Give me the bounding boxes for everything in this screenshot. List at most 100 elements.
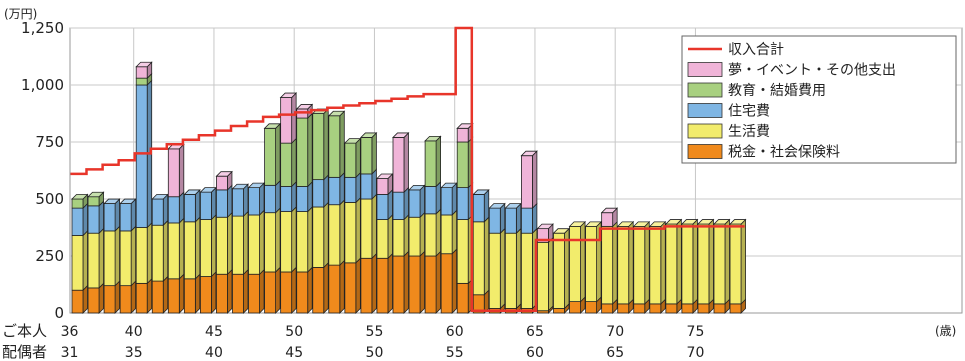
bar-segment-living <box>456 219 469 284</box>
bar-segment-tax <box>408 255 421 314</box>
bar-segment-side-living <box>580 220 586 303</box>
x-tick-label-spouse: 55 <box>446 345 464 361</box>
bar-stack <box>696 218 715 314</box>
bar-segment-tax <box>280 271 293 314</box>
bar-segment-side-tax <box>403 250 409 314</box>
bar-segment-housing <box>248 187 260 216</box>
bar-segment-side-living <box>403 214 409 257</box>
bar-segment-housing <box>199 191 212 220</box>
bar-stack <box>456 122 474 314</box>
bar-segment-side-housing <box>291 180 297 213</box>
row-label-self: ご本人 <box>2 322 47 340</box>
bar-segment-side-living <box>692 218 698 305</box>
bar-segment-side-housing <box>419 184 425 219</box>
bar-segment-tax <box>376 257 389 314</box>
bar-segment-living <box>328 204 341 266</box>
bar-stack <box>215 170 233 314</box>
bar-segment-housing <box>183 194 196 223</box>
x-tick-label-spouse: 70 <box>687 345 705 361</box>
bar-segment-tax <box>151 280 164 314</box>
bar-segment-side-tax <box>275 266 281 314</box>
bar-segment-living <box>376 219 389 259</box>
bar-stack <box>392 131 410 314</box>
bar-segment-living <box>280 211 293 273</box>
bar-segment-living <box>697 223 710 305</box>
row-label-spouse: 配偶者 <box>2 343 47 361</box>
bar-stack <box>504 202 522 314</box>
bar-segment-side-housing <box>82 202 88 237</box>
bar-segment-education <box>312 113 325 181</box>
bar-segment-side-living <box>724 218 730 305</box>
bar-segment-side-education <box>339 110 345 179</box>
bar-segment-side-housing <box>178 191 185 224</box>
legend-label-tax: 税金・社会保険料 <box>728 145 840 161</box>
legend-label-education: 教育・結婚費用 <box>728 83 826 99</box>
bar-segment-side-tax <box>162 275 169 314</box>
bar-segment-dream <box>135 66 148 79</box>
bar-stack <box>472 188 490 314</box>
x-tick-label-self: 40 <box>125 324 143 340</box>
bar-segment-housing <box>232 188 244 217</box>
bar-segment-living <box>537 241 549 312</box>
legend-label-dream: 夢・イベント・その他支出 <box>728 63 896 79</box>
bar-segment-side-tax <box>339 259 345 314</box>
bar-top-living <box>664 219 683 225</box>
bar-segment-side-living <box>162 219 169 283</box>
bar-top-housing <box>472 189 490 195</box>
bar-top-dream <box>536 223 554 230</box>
bar-segment-side-tax <box>146 277 153 314</box>
bar-stack <box>151 193 169 314</box>
legend-swatch-housing <box>687 103 723 118</box>
bar-segment-education <box>360 137 373 175</box>
bar-top-living <box>696 219 715 225</box>
bar-segment-education <box>71 198 84 209</box>
legend-label-living: 生活費 <box>728 124 770 140</box>
x-tick-label-self: 55 <box>366 324 384 340</box>
bar-segment-side-living <box>275 207 281 273</box>
legend-label-income: 収入合計 <box>728 42 784 58</box>
bar-segment-tax <box>617 303 630 314</box>
bar-segment-tax <box>312 266 325 314</box>
bar-segment-tax <box>424 255 437 314</box>
bar-segment-tax <box>569 301 581 314</box>
bar-segment-side-tax <box>419 250 425 314</box>
bar-segment-housing <box>472 194 485 223</box>
bar-segment-side-housing <box>435 180 442 215</box>
bar-segment-living <box>296 211 309 273</box>
x-tick-label-self: 45 <box>205 324 223 340</box>
bar-segment-side-dream <box>178 143 185 198</box>
bar-segment-side-housing <box>307 180 313 213</box>
bar-segment-living <box>264 212 277 273</box>
bar-segment-tax <box>264 271 277 314</box>
bar-segment-tax <box>456 282 469 314</box>
bar-stack <box>488 202 506 314</box>
bar-segment-dream <box>521 155 533 209</box>
bar-top-living <box>616 221 635 227</box>
bar-segment-side-living <box>628 220 634 305</box>
bar-segment-living <box>216 216 228 275</box>
bar-segment-side-tax <box>371 252 377 314</box>
bar-segment-living <box>135 227 148 284</box>
bar-stack <box>568 220 587 314</box>
bar-segment-side-education <box>371 131 377 175</box>
bar-top-living <box>713 219 731 225</box>
bar-segment-side-tax <box>291 266 297 314</box>
bar-segment-living <box>312 206 325 268</box>
bar-segment-side-housing <box>339 171 345 206</box>
bar-segment-side-living <box>660 220 666 305</box>
bar-segment-side-housing <box>451 182 458 216</box>
bar-segment-living <box>472 221 485 296</box>
bar-segment-side-living <box>82 230 88 292</box>
bar-segment-side-tax <box>178 273 185 314</box>
bar-segment-living <box>665 223 678 305</box>
bar-segment-side-housing <box>323 174 329 208</box>
bar-segment-side-tax <box>114 280 120 314</box>
bar-segment-living <box>617 225 630 305</box>
bar-stack <box>552 227 570 314</box>
bar-segment-side-housing <box>515 202 522 235</box>
bar-top-housing <box>103 198 121 204</box>
bar-segment-dream <box>216 175 228 191</box>
bar-segment-living <box>167 222 180 280</box>
x-tick-label-spouse: 60 <box>526 345 544 361</box>
bar-segment-tax <box>216 273 228 314</box>
